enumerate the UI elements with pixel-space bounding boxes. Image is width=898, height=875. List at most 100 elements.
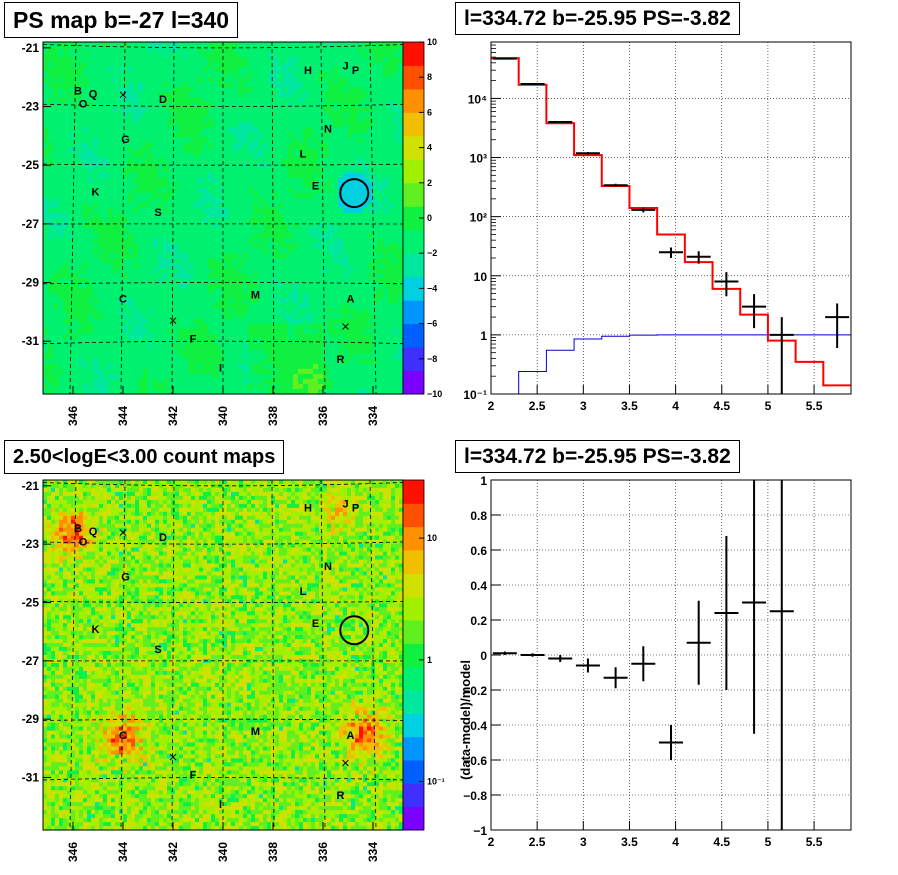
map-pixel	[118, 132, 124, 139]
map-pixel	[243, 268, 249, 274]
map-pixel	[393, 368, 399, 375]
map-pixel	[188, 223, 194, 229]
map-pixel	[163, 253, 169, 259]
map-pixel	[283, 358, 289, 365]
map-pixel	[358, 238, 364, 244]
map-pixel	[53, 253, 59, 259]
map-pixel	[323, 112, 329, 119]
map-pixel	[288, 197, 294, 204]
map-pixel	[333, 293, 339, 300]
map-pixel	[163, 192, 169, 199]
map-pixel	[218, 268, 224, 274]
map-pixel	[73, 197, 79, 204]
map-pixel	[48, 167, 54, 174]
map-pixel	[333, 207, 339, 214]
map-pixel	[363, 92, 369, 98]
map-pixel	[108, 378, 114, 385]
map-pixel	[373, 122, 379, 129]
map-pixel	[198, 57, 204, 63]
map-pixel	[103, 152, 109, 159]
map-pixel	[358, 82, 364, 88]
map-pixel	[88, 253, 94, 259]
map-pixel	[43, 238, 49, 244]
map-pixel	[388, 318, 394, 325]
map-pixel	[233, 87, 239, 93]
map-pixel	[123, 228, 129, 234]
map-pixel	[238, 288, 244, 295]
map-pixel	[188, 97, 194, 103]
map-pixel	[158, 152, 164, 159]
map-pixel	[288, 313, 294, 320]
map-pixel	[103, 62, 109, 68]
map-pixel	[218, 127, 224, 134]
map-pixel	[178, 97, 184, 103]
map-pixel	[53, 57, 59, 63]
map-pixel	[268, 182, 274, 189]
map-pixel	[138, 318, 144, 325]
map-pixel	[308, 223, 314, 229]
map-pixel	[88, 223, 94, 229]
map-pixel	[53, 263, 59, 269]
map-pixel	[343, 152, 349, 159]
map-pixel	[263, 162, 269, 169]
map-pixel	[348, 328, 354, 335]
map-pixel	[343, 273, 349, 279]
map-pixel	[68, 142, 74, 149]
map-pixel	[228, 308, 234, 315]
map-pixel	[313, 127, 319, 134]
map-pixel	[78, 263, 84, 269]
map-pixel	[58, 288, 64, 295]
map-pixel	[158, 212, 164, 219]
map-pixel	[253, 223, 259, 229]
map-pixel	[308, 328, 314, 335]
map-pixel	[53, 192, 59, 199]
map-pixel	[118, 182, 124, 189]
map-pixel	[258, 102, 264, 108]
map-pixel	[188, 62, 194, 68]
map-pixel	[233, 102, 239, 108]
map-pixel	[378, 157, 384, 164]
map-pixel	[288, 283, 294, 289]
map-pixel	[363, 263, 369, 269]
map-pixel	[88, 383, 94, 390]
map-pixel	[143, 57, 149, 63]
map-pixel	[258, 182, 264, 189]
map-pixel	[278, 363, 284, 370]
map-pixel	[298, 127, 304, 134]
map-pixel	[298, 182, 304, 189]
map-pixel	[53, 358, 59, 365]
map-pixel	[218, 218, 224, 224]
map-pixel	[148, 92, 154, 98]
map-pixel	[78, 57, 84, 63]
map-pixel	[188, 152, 194, 159]
map-pixel	[73, 67, 79, 73]
map-pixel	[263, 197, 269, 204]
map-pixel	[138, 112, 144, 119]
map-pixel	[358, 77, 364, 83]
map-pixel	[303, 107, 309, 113]
map-pixel	[188, 293, 194, 300]
map-pixel	[163, 283, 169, 289]
map-pixel	[48, 258, 54, 264]
map-pixel	[113, 157, 119, 164]
map-pixel	[243, 328, 249, 335]
map-pixel	[393, 228, 399, 234]
map-pixel	[298, 323, 304, 330]
map-pixel	[88, 187, 94, 194]
map-pixel	[283, 92, 289, 98]
map-pixel	[188, 207, 194, 214]
map-pixel	[78, 323, 84, 330]
map-pixel	[88, 87, 94, 93]
map-pixel	[163, 363, 169, 370]
map-pixel	[268, 167, 274, 174]
map-pixel	[83, 298, 89, 305]
map-pixel	[193, 77, 199, 83]
map-pixel	[73, 218, 79, 224]
map-pixel	[308, 278, 314, 284]
map-pixel	[373, 218, 379, 224]
map-pixel	[378, 333, 384, 340]
map-pixel	[268, 343, 274, 350]
map-pixel	[263, 328, 269, 335]
map-pixel	[83, 207, 89, 214]
map-pixel	[258, 42, 264, 48]
